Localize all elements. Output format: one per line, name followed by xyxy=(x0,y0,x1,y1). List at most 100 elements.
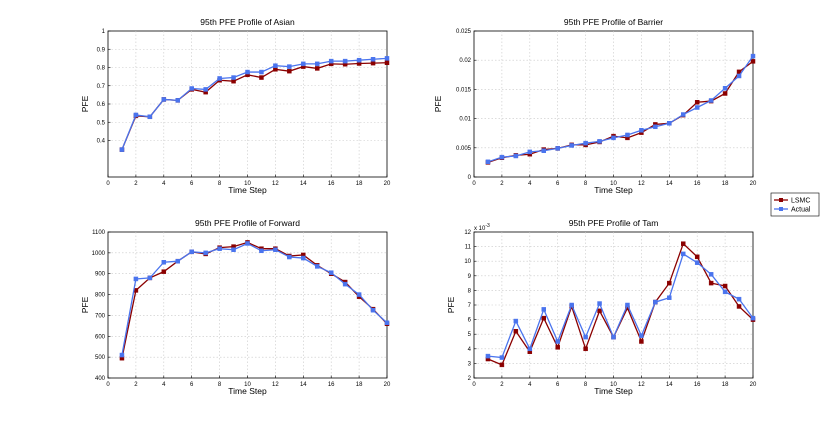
x-tick-label: 8 xyxy=(218,181,222,187)
x-axis-label: Time Step xyxy=(228,386,267,396)
x-tick-label: 2 xyxy=(134,181,138,187)
data-point-actual xyxy=(513,318,519,324)
x-tick-label: 6 xyxy=(190,382,194,388)
data-point-actual xyxy=(217,246,222,251)
data-point-actual xyxy=(485,159,491,165)
x-tick-label: 4 xyxy=(528,382,532,388)
data-point-actual xyxy=(639,333,644,338)
data-point-actual xyxy=(217,76,222,81)
multiplier-base: x 10 xyxy=(474,226,486,232)
x-tick-label: 16 xyxy=(694,382,701,388)
data-point-lsmc xyxy=(513,329,519,334)
y-tick-label: 0.025 xyxy=(456,29,472,35)
y-tick-label: 1000 xyxy=(92,251,106,257)
data-point-actual xyxy=(245,241,250,246)
y-tick-label: 0.01 xyxy=(459,117,471,123)
x-tick-label: 0 xyxy=(106,181,110,187)
y-tick-label: 700 xyxy=(95,313,106,319)
data-point-actual xyxy=(639,128,644,133)
multiplier-exponent: -3 xyxy=(485,223,490,229)
data-point-lsmc xyxy=(161,269,167,274)
chart-title: 95th PFE Profile of Barrier xyxy=(564,17,663,27)
series-line-actual xyxy=(121,57,388,150)
subplot-1: 0 2 4 6 8 10 12 14 16 18 20 0.4 0.5 0.6 0.7 0.8 0.9 1 95th… xyxy=(80,17,391,195)
data-point-lsmc xyxy=(384,60,390,66)
x-tick-label: 14 xyxy=(666,382,673,388)
data-point-actual xyxy=(315,264,320,269)
y-tick-label: 1100 xyxy=(92,230,106,236)
data-point-lsmc xyxy=(681,241,686,246)
data-point-actual xyxy=(328,270,334,275)
data-point-actual xyxy=(370,307,376,313)
data-point-actual xyxy=(231,247,236,252)
x-tick-label: 0 xyxy=(106,382,110,388)
x-tick-label: 16 xyxy=(328,181,335,187)
data-point-actual xyxy=(708,98,714,103)
chart-title: 95th PFE Profile of Asian xyxy=(200,17,295,27)
data-point-actual xyxy=(231,75,236,80)
data-point-actual xyxy=(342,58,348,64)
x-axis-label: Time Step xyxy=(594,185,633,195)
series-line-actual xyxy=(121,242,388,356)
data-point-actual xyxy=(611,135,616,141)
data-point-actual xyxy=(694,260,700,265)
data-point-lsmc xyxy=(708,280,714,286)
y-tick-label: 0.02 xyxy=(459,58,471,64)
data-point-actual xyxy=(161,259,167,265)
data-point-actual xyxy=(356,292,362,297)
data-point-actual xyxy=(315,61,320,67)
x-tick-label: 4 xyxy=(528,181,532,187)
y-axis-label: PFE xyxy=(446,296,456,313)
x-tick-label: 18 xyxy=(722,181,729,187)
data-point-lsmc xyxy=(639,339,644,344)
x-tick-label: 10 xyxy=(610,382,617,388)
legend: LSMC Actual xyxy=(770,192,820,217)
data-point-lsmc xyxy=(259,75,264,80)
x-tick-label: 10 xyxy=(610,181,617,187)
series-actual xyxy=(485,251,756,360)
data-point-actual xyxy=(555,339,560,344)
data-point-lsmc xyxy=(555,345,560,350)
data-point-actual xyxy=(527,149,533,155)
data-point-actual xyxy=(301,61,306,67)
chart-title: 95th PFE Profile of Tam xyxy=(569,218,659,228)
data-point-actual xyxy=(736,296,742,302)
data-point-actual xyxy=(653,124,658,130)
x-tick-label: 2 xyxy=(134,382,138,388)
x-tick-label: 20 xyxy=(750,181,757,187)
y-tick-label: 1 xyxy=(102,29,106,35)
data-point-actual xyxy=(485,353,491,359)
data-point-actual xyxy=(175,258,180,264)
data-point-actual xyxy=(189,86,194,91)
data-point-actual xyxy=(203,87,208,92)
data-point-actual xyxy=(370,57,376,62)
data-point-actual xyxy=(133,276,139,282)
legend-label-actual: Actual xyxy=(791,207,811,214)
y-tick-label: 11 xyxy=(465,245,472,251)
data-point-actual xyxy=(583,334,588,340)
x-tick-label: 8 xyxy=(584,181,588,187)
data-point-actual xyxy=(356,57,362,63)
data-point-lsmc xyxy=(315,66,320,71)
data-point-actual xyxy=(611,334,616,340)
x-tick-label: 14 xyxy=(300,181,307,187)
data-point-actual xyxy=(499,355,505,360)
data-point-actual xyxy=(750,53,756,59)
data-point-actual xyxy=(667,121,672,126)
x-tick-label: 10 xyxy=(244,181,251,187)
x-tick-label: 16 xyxy=(694,181,701,187)
data-point-lsmc xyxy=(750,59,756,64)
x-tick-label: 6 xyxy=(556,181,560,187)
x-tick-label: 2 xyxy=(500,382,504,388)
y-tick-label: 0 xyxy=(468,175,472,181)
data-point-actual xyxy=(722,85,728,91)
data-point-actual xyxy=(653,299,658,305)
x-axis-label: Time Step xyxy=(594,386,633,396)
x-tick-label: 0 xyxy=(472,382,476,388)
y-tick-label: 0.5 xyxy=(97,120,106,126)
data-point-actual xyxy=(161,97,167,102)
y-tick-label: 6 xyxy=(468,318,472,324)
y-tick-label: 400 xyxy=(95,376,106,382)
data-point-lsmc xyxy=(583,346,588,352)
data-point-actual xyxy=(625,132,630,138)
